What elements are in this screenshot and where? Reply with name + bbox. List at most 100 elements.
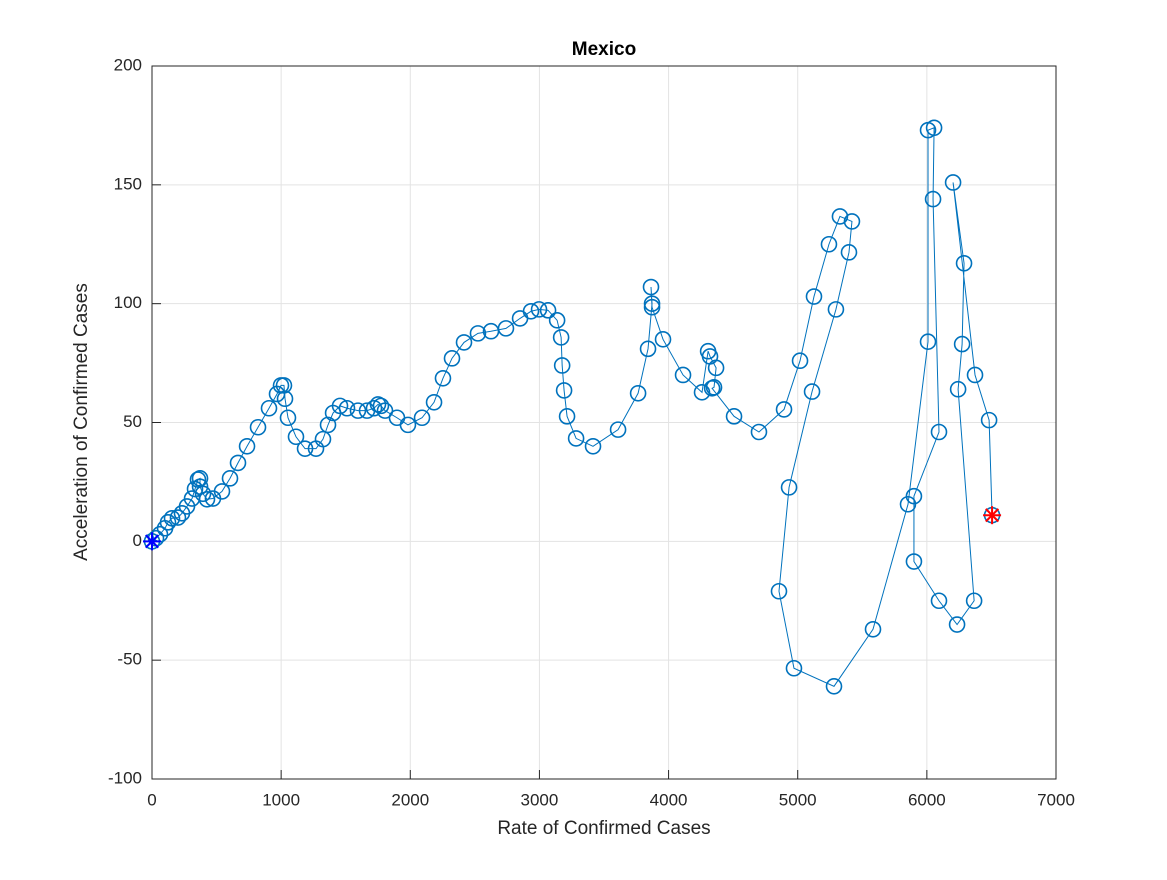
data-point	[522, 302, 540, 320]
x-tick-label: 0	[147, 790, 156, 809]
data-point	[539, 302, 557, 319]
data-point	[413, 409, 431, 427]
data-point	[953, 335, 971, 353]
data-point	[629, 384, 647, 402]
data-point	[966, 366, 984, 384]
data-point	[643, 298, 661, 316]
y-tick-label: -100	[108, 768, 142, 787]
data-point	[260, 399, 278, 417]
data-point	[707, 359, 725, 377]
data-point	[425, 393, 443, 411]
data-point	[530, 301, 548, 318]
data-point	[642, 278, 660, 296]
x-tick-label: 2000	[391, 790, 429, 809]
data-point	[319, 416, 337, 434]
data-point	[279, 409, 297, 427]
data-point	[965, 592, 983, 610]
data-point	[825, 678, 843, 695]
data-point	[191, 478, 209, 495]
data-point	[331, 397, 349, 415]
data-point	[548, 312, 566, 329]
data-point	[944, 174, 962, 191]
y-tick-label: 100	[114, 293, 142, 312]
data-point	[276, 390, 294, 408]
data-point	[919, 333, 937, 350]
data-point	[443, 350, 461, 367]
x-tick-label: 5000	[779, 790, 817, 809]
x-axis-label: Rate of Confirmed Cases	[497, 818, 710, 839]
data-point	[238, 437, 256, 455]
end-marker	[983, 506, 1002, 525]
y-tick-label: 150	[114, 174, 142, 193]
data-point	[639, 340, 657, 358]
data-point	[905, 553, 923, 570]
data-point	[843, 213, 861, 230]
data-point	[643, 295, 661, 312]
data-point	[905, 487, 923, 505]
data-point	[365, 399, 383, 417]
data-point	[469, 325, 487, 342]
data-point	[584, 437, 602, 455]
x-tick-label: 1000	[262, 790, 300, 809]
data-point	[314, 430, 332, 448]
y-tick-label: 0	[133, 531, 142, 550]
star-stroke	[144, 534, 160, 549]
data-point	[803, 383, 821, 400]
data-point	[194, 485, 212, 503]
data-point	[163, 509, 181, 527]
data-point	[229, 454, 247, 472]
data-point	[827, 301, 845, 318]
data-point	[552, 329, 570, 346]
data-point	[372, 397, 390, 415]
data-point	[703, 379, 721, 397]
data-point	[949, 380, 967, 398]
series-line	[151, 127, 993, 687]
data-point	[654, 331, 672, 348]
data-point	[189, 471, 207, 488]
data-point	[785, 659, 803, 677]
y-tick-label: 50	[123, 412, 142, 431]
data-point	[805, 288, 823, 305]
data-point	[924, 190, 942, 208]
data-point	[567, 430, 585, 447]
data-point	[820, 235, 838, 253]
data-point	[349, 402, 367, 419]
x-tick-label: 3000	[521, 790, 559, 809]
data-point	[198, 490, 216, 508]
y-tick-label: 200	[114, 55, 142, 74]
chart-title: Mexico	[572, 39, 636, 60]
data-point	[376, 402, 394, 419]
data-point	[159, 514, 177, 531]
data-point	[296, 440, 314, 457]
x-tick-label: 4000	[650, 790, 688, 809]
data-point	[434, 369, 452, 387]
data-point	[770, 582, 788, 600]
start-marker	[143, 532, 161, 551]
data-point	[725, 408, 743, 425]
data-point	[930, 592, 948, 610]
data-point	[558, 408, 576, 425]
data-point	[674, 366, 692, 384]
data-point	[213, 483, 231, 500]
data-point	[864, 620, 882, 638]
data-point	[780, 479, 798, 496]
y-axis-label: Acceleration of Confirmed Cases	[71, 283, 92, 561]
data-point	[955, 254, 973, 272]
x-tick-label: 7000	[1037, 790, 1075, 809]
data-point	[791, 352, 809, 370]
data-point	[750, 423, 768, 441]
data-point	[840, 244, 858, 261]
data-point	[455, 334, 473, 351]
data-point	[948, 616, 966, 633]
data-point	[275, 377, 293, 394]
data-point	[169, 509, 187, 526]
data-point	[930, 423, 948, 441]
x-tick-label: 6000	[908, 790, 946, 809]
data-point	[553, 357, 571, 374]
data-point	[925, 119, 943, 137]
data-point	[775, 401, 793, 418]
data-point	[980, 411, 998, 429]
star-stroke	[985, 508, 1000, 523]
